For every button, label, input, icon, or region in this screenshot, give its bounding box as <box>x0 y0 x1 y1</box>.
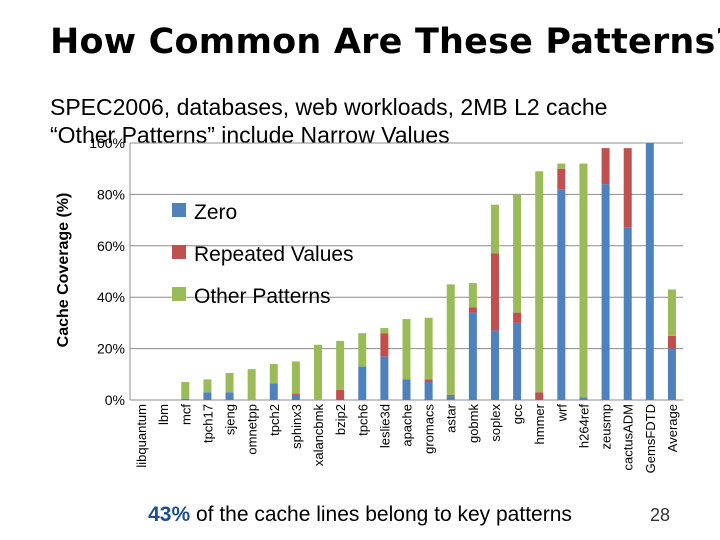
bar-segment-other-patterns: gromacs Other Patterns: 24 <box>424 317 433 380</box>
x-tick-label: gcc <box>510 404 525 425</box>
x-tick-label: xalancbmk <box>311 404 326 467</box>
x-tick-label: lbm <box>156 404 171 425</box>
y-tick-label: 100% <box>89 135 125 151</box>
bar-segment-zero: GemsFDTD Zero: 100 <box>645 143 654 400</box>
legend-swatch <box>172 203 186 217</box>
bar-segment-other-patterns: Average Other Patterns: 18 <box>667 289 676 336</box>
bar-segment-repeated-values: zeusmp Repeated Values: 14 <box>601 148 610 185</box>
x-tick-label: tpch17 <box>200 404 215 443</box>
bar-segment-repeated-values: cactusADM Repeated Values: 31 <box>623 148 632 228</box>
subtitle-line-2: “Other Patterns” include Narrow Values <box>50 122 450 148</box>
slide-subtitle: SPEC2006, databases, web workloads, 2MB … <box>50 93 607 149</box>
x-tick-label: astar <box>444 403 459 433</box>
x-tick-label: sphinx3 <box>289 404 304 449</box>
x-tick-label: libquantum <box>134 404 149 468</box>
y-tick-label: 80% <box>97 186 125 202</box>
y-tick-label: 40% <box>97 289 125 305</box>
bar-segment-other-patterns: xalancbmk Other Patterns: 21.5 <box>314 344 323 400</box>
bar-segment-zero: soplex Zero: 27 <box>490 330 499 400</box>
bar-segment-zero: cactusADM Zero: 67 <box>623 227 632 400</box>
bar-segment-zero: gobmk Zero: 34 <box>468 312 477 400</box>
x-tick-label: GemsFDTD <box>643 404 658 473</box>
subtitle-line-1: SPEC2006, databases, web workloads, 2MB … <box>50 94 608 120</box>
bar-segment-other-patterns: soplex Other Patterns: 19 <box>490 204 499 254</box>
bar-segment-repeated-values: bzip2 Repeated Values: 4 <box>336 389 345 400</box>
legend-label: Other Patterns <box>194 285 331 308</box>
x-tick-label: tpch2 <box>267 404 282 436</box>
bar-segment-zero: sjeng Zero: 3 <box>225 392 234 400</box>
bar-segment-zero: Average Zero: 20 <box>667 348 676 400</box>
bar-segment-other-patterns: wrf Other Patterns: 2 <box>557 163 566 169</box>
bar-segment-repeated-values: leslie3d Repeated Values: 9 <box>380 333 389 357</box>
legend-swatch <box>172 245 186 259</box>
bar-segment-other-patterns: tpch6 Other Patterns: 13 <box>358 333 367 367</box>
x-tick-label: Average <box>665 404 680 452</box>
bar-segment-zero: apache Zero: 8 <box>402 379 411 400</box>
footer-text: of the cache lines belong to key pattern… <box>190 503 572 526</box>
y-tick-label: 20% <box>97 341 125 357</box>
x-tick-label: gobmk <box>466 404 481 444</box>
bar-segment-zero: tpch2 Zero: 6.5 <box>269 383 278 400</box>
bar-segment-other-patterns: gcc Other Patterns: 46 <box>513 194 522 313</box>
bar-segment-zero: tpch6 Zero: 13 <box>358 366 367 400</box>
bar-segment-repeated-values: astar Repeated Values: 0.5 <box>446 394 455 397</box>
bar-segment-zero: wrf Zero: 82 <box>557 189 566 400</box>
bar-segment-zero: mcf Zero: 0.5 <box>181 398 190 400</box>
bar-segment-other-patterns: sjeng Other Patterns: 7.5 <box>225 373 234 393</box>
bar-segment-repeated-values: gromacs Repeated Values: 1 <box>424 379 433 383</box>
bar-segment-zero: leslie3d Zero: 17 <box>380 356 389 400</box>
bar-segment-zero: gromacs Zero: 7 <box>424 382 433 400</box>
bar-segment-other-patterns: h264ref Other Patterns: 91 <box>579 163 588 398</box>
slide-title: How Common Are These Patterns? <box>50 22 720 62</box>
bar-segment-zero: zeusmp Zero: 84 <box>601 184 610 400</box>
x-tick-label: tpch6 <box>355 404 370 436</box>
bar-segment-other-patterns: astar Other Patterns: 43 <box>446 284 455 395</box>
bar-segment-other-patterns: bzip2 Other Patterns: 19 <box>336 340 345 390</box>
bar-segment-other-patterns: omnetpp Other Patterns: 12 <box>247 369 256 400</box>
x-tick-label: leslie3d <box>377 404 392 448</box>
bar-segment-zero: tpch17 Zero: 3 <box>203 392 212 400</box>
bar-segment-repeated-values: hmmer Repeated Values: 3 <box>535 392 544 400</box>
bar-segment-repeated-values: sphinx3 Repeated Values: 0.5 <box>291 393 300 395</box>
bar-segment-zero: h264ref Zero: 1 <box>579 397 588 400</box>
legend-label: Repeated Values <box>194 243 354 266</box>
x-tick-label: sjeng <box>223 404 238 435</box>
x-tick-label: mcf <box>178 404 193 425</box>
x-tick-label: h264ref <box>576 404 591 448</box>
x-tick-label: hmmer <box>532 403 547 444</box>
bar-segment-repeated-values: gcc Repeated Values: 4 <box>513 312 522 323</box>
slide-footer: 43% of the cache lines belong to key pat… <box>0 503 720 527</box>
legend-label: Zero <box>194 201 237 224</box>
bar-segment-zero: astar Zero: 1.5 <box>446 396 455 400</box>
x-tick-label: apache <box>400 404 415 447</box>
x-tick-label: zeusmp <box>599 404 614 450</box>
bar-segment-zero: sphinx3 Zero: 2 <box>291 394 300 400</box>
bar-segment-repeated-values: Average Repeated Values: 5 <box>667 335 676 349</box>
x-tick-label: wrf <box>554 404 569 423</box>
page-number: 28 <box>650 505 671 525</box>
bar-segment-other-patterns: sphinx3 Other Patterns: 12.5 <box>291 361 300 394</box>
bar-segment-other-patterns: hmmer Other Patterns: 86 <box>535 171 544 393</box>
bar-segment-other-patterns: apache Other Patterns: 23.5 <box>402 319 411 380</box>
bar-segment-zero: gcc Zero: 30 <box>513 322 522 400</box>
bar-segment-repeated-values: wrf Repeated Values: 8 <box>557 168 566 190</box>
y-axis-title: Cache Coverage (%) <box>55 193 72 348</box>
bar-segment-other-patterns: tpch17 Other Patterns: 5 <box>203 379 212 393</box>
x-tick-label: bzip2 <box>333 404 348 435</box>
x-tick-label: omnetpp <box>245 404 260 455</box>
bar-segment-repeated-values: soplex Repeated Values: 30 <box>490 253 499 331</box>
y-tick-label: 0% <box>105 392 125 408</box>
x-tick-label: gromacs <box>422 404 437 454</box>
x-tick-label: soplex <box>488 404 503 442</box>
legend-swatch <box>172 287 186 301</box>
bar-segment-other-patterns: tpch2 Other Patterns: 7.5 <box>269 364 278 384</box>
bar-segment-repeated-values: gobmk Repeated Values: 2 <box>468 307 477 313</box>
y-tick-label: 60% <box>97 238 125 254</box>
bar-segment-other-patterns: gobmk Other Patterns: 9.5 <box>468 283 477 308</box>
footer-highlight: 43% <box>148 503 191 526</box>
x-tick-label: cactusADM <box>621 404 636 470</box>
bar-segment-other-patterns: leslie3d Other Patterns: 2 <box>380 328 389 334</box>
bar-segment-other-patterns: mcf Other Patterns: 6.5 <box>181 382 190 399</box>
